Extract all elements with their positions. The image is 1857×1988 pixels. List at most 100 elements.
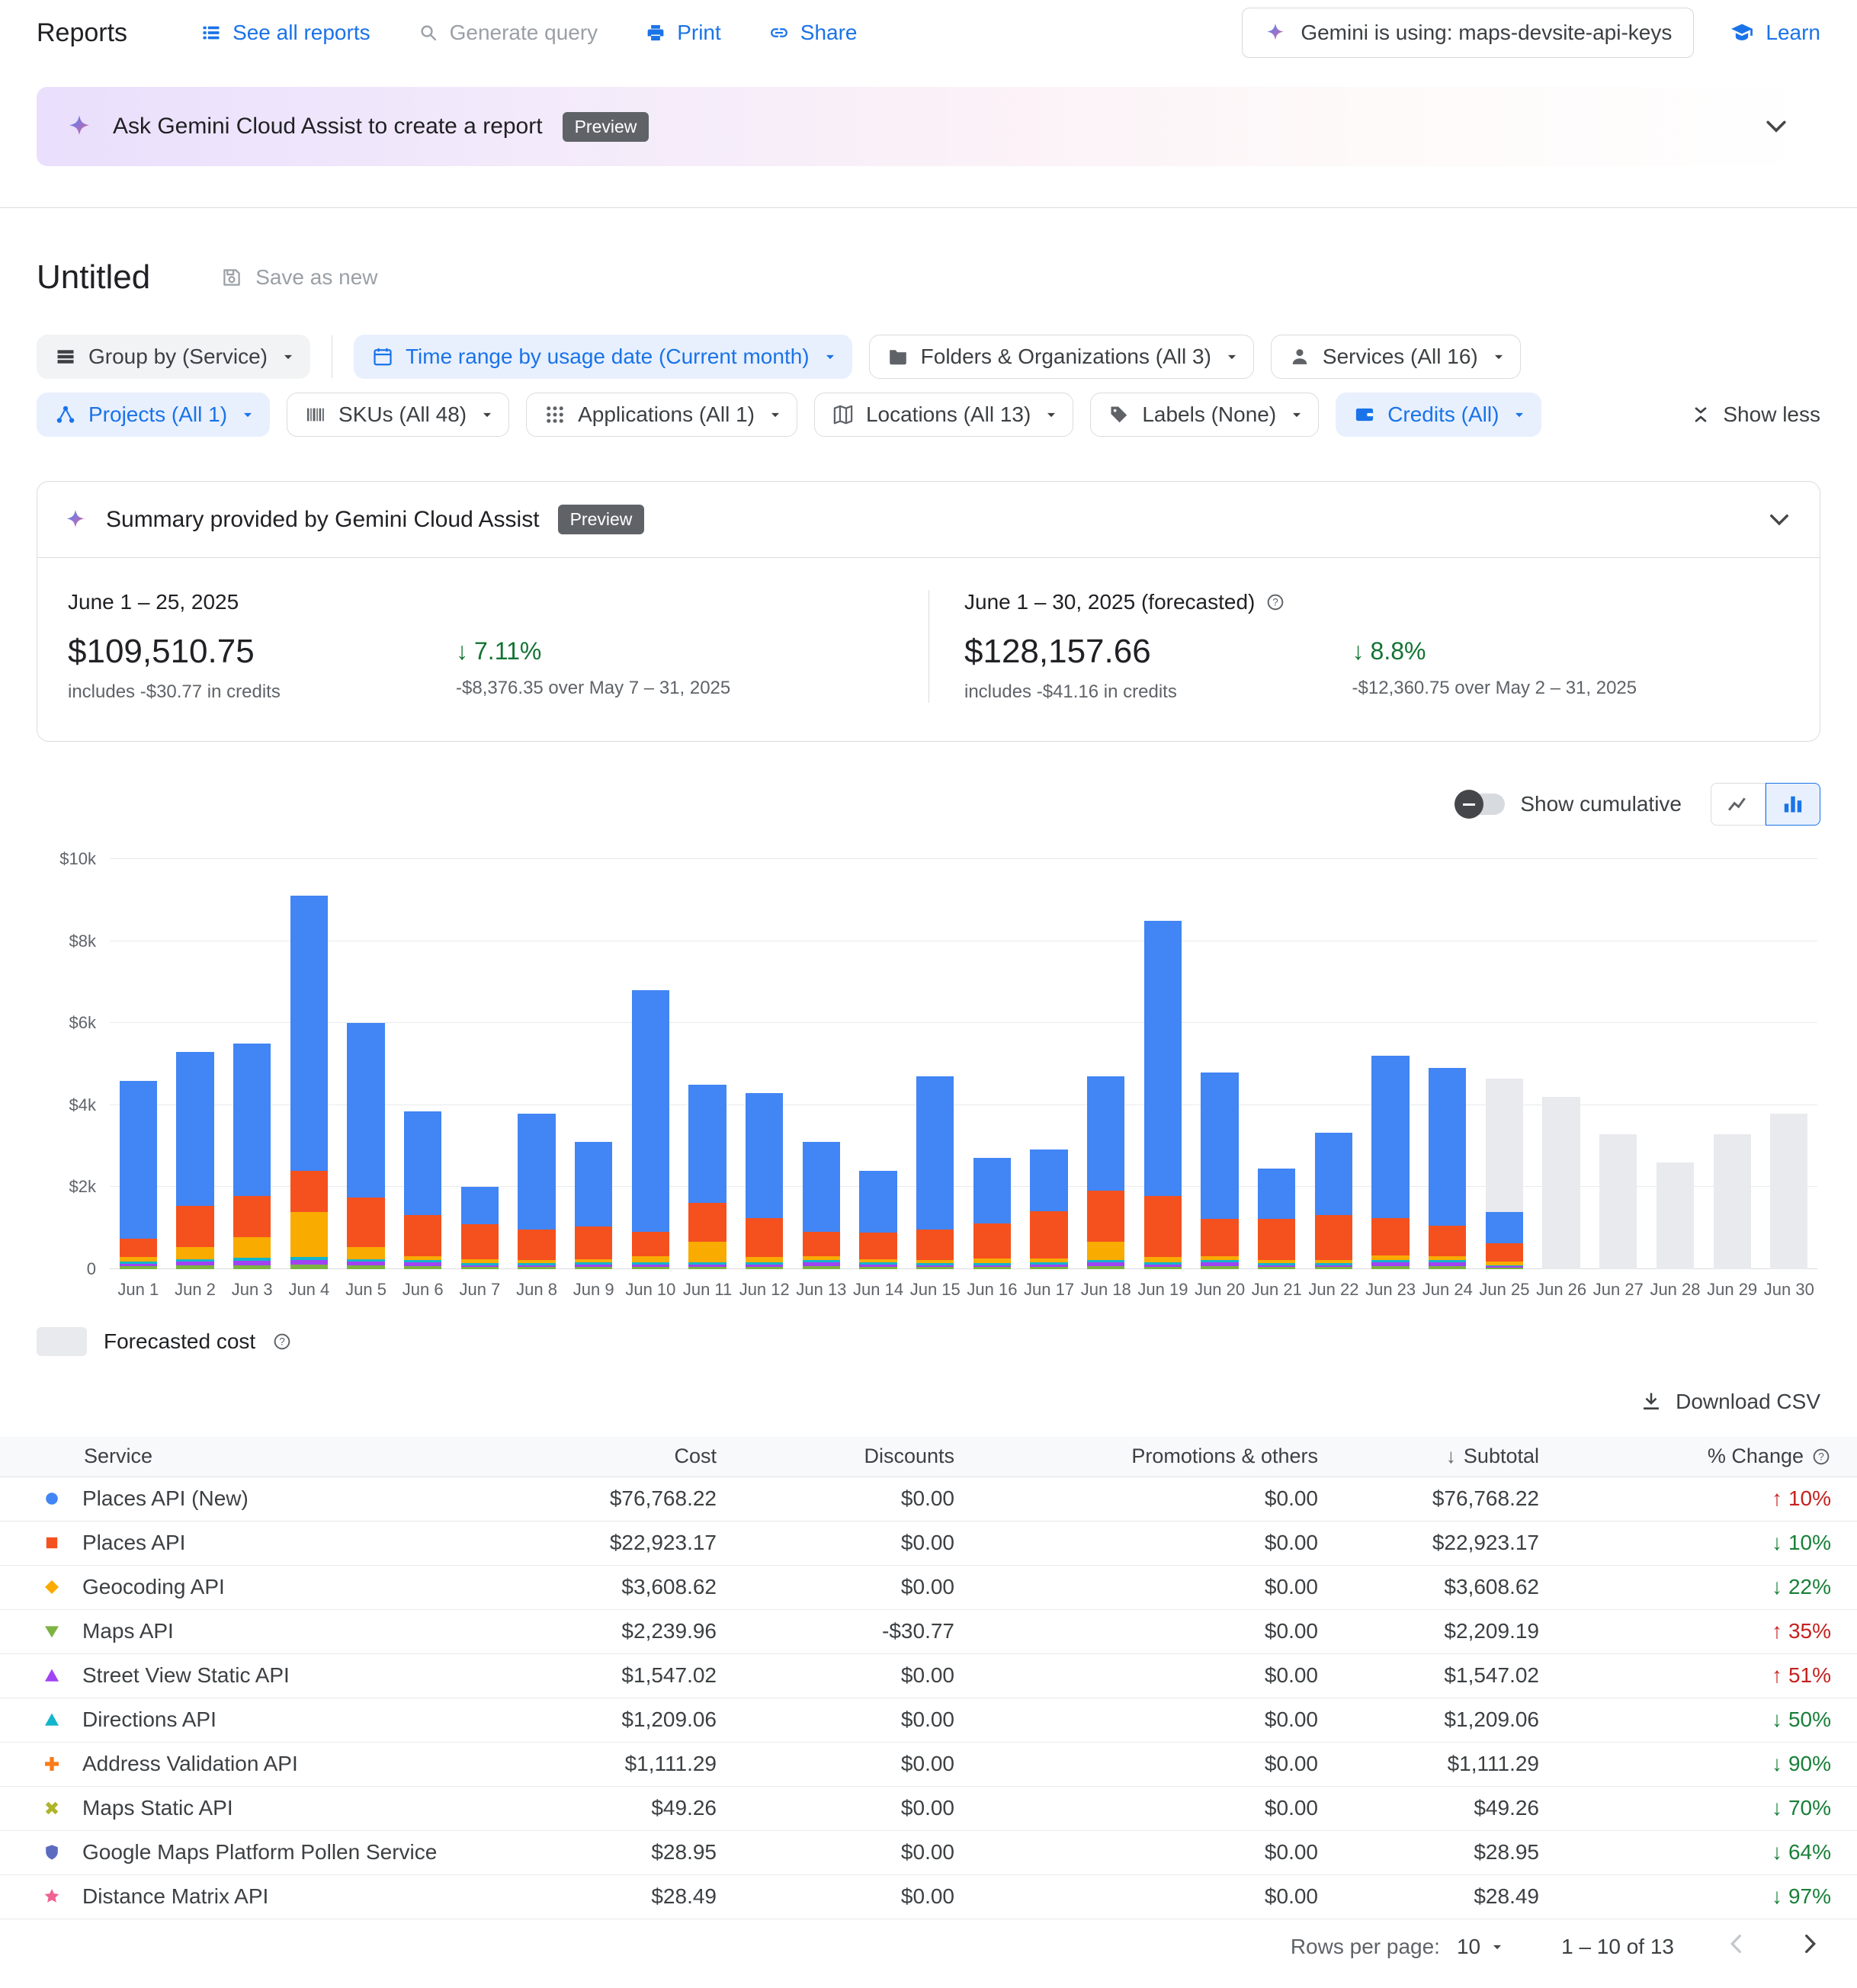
filter-chip-labels-none[interactable]: Labels (None) <box>1090 393 1320 437</box>
chevron-down-icon[interactable] <box>1765 505 1794 534</box>
bar-segment-directions-api <box>802 1260 841 1263</box>
chart-bar-jun-29[interactable] <box>1704 859 1761 1269</box>
help-icon[interactable]: ? <box>272 1332 292 1352</box>
filter-chip-skus-all-48[interactable]: SKUs (All 48) <box>287 393 510 437</box>
series-marker-circle <box>43 1489 61 1508</box>
save-as-new-button[interactable]: Save as new <box>220 265 378 290</box>
chart-bar-jun-25[interactable] <box>1476 859 1533 1269</box>
gemini-status-pill[interactable]: Gemini is using: maps-devsite-api-keys <box>1242 8 1695 58</box>
show-less-button[interactable]: Show less <box>1689 402 1820 427</box>
table-row-distance-matrix-api[interactable]: Distance Matrix API $28.49 $0.00 $0.00 $28.4… <box>0 1874 1857 1919</box>
chart-bar-jun-20[interactable] <box>1191 859 1249 1269</box>
chart-bar-jun-16[interactable] <box>964 859 1021 1269</box>
print-link[interactable]: Print <box>645 21 721 45</box>
help-icon[interactable]: ? <box>1265 592 1285 612</box>
chart-bar-jun-2[interactable] <box>167 859 224 1269</box>
table-row-address-validation-api[interactable]: Address Validation API $1,111.29 $0.00 $0.0… <box>0 1742 1857 1787</box>
bar-segment-places-api <box>1429 1225 1467 1256</box>
chart-bar-jun-11[interactable] <box>679 859 736 1269</box>
chart-bar-jun-6[interactable] <box>394 859 451 1269</box>
folder-icon <box>887 345 909 368</box>
table-row-street-view-static-api[interactable]: Street View Static API $1,547.02 $0.00 $0.0… <box>0 1653 1857 1698</box>
column-header-promotions[interactable]: Promotions & others <box>954 1437 1318 1477</box>
chart-bar-jun-19[interactable] <box>1134 859 1191 1269</box>
x-axis-label: Jun 26 <box>1536 1280 1587 1299</box>
bar-segment-places-api <box>119 1239 157 1258</box>
gemini-banner[interactable]: Ask Gemini Cloud Assist to create a repo… <box>37 87 1820 166</box>
learn-link[interactable]: Learn <box>1729 20 1820 46</box>
chart-bar-jun-23[interactable] <box>1362 859 1419 1269</box>
bar-segment-directions-api <box>460 1263 499 1265</box>
chart-bar-jun-30[interactable] <box>1760 859 1817 1269</box>
table-footer: Rows per page: 10 1 – 10 of 13 <box>0 1919 1857 1974</box>
column-header-service[interactable]: Service <box>0 1437 473 1477</box>
table-row-google-maps-platform-pollen-service[interactable]: Google Maps Platform Pollen Service $28.9… <box>0 1830 1857 1875</box>
toggle-switch-icon[interactable] <box>1454 790 1506 819</box>
see-all-reports-link[interactable]: See all reports <box>200 21 370 45</box>
cost-value: $1,209.06 <box>473 1698 717 1743</box>
table-row-maps-api[interactable]: Maps API $2,239.96 -$30.77 $0.00 $2,209.19 ↑ 3… <box>0 1609 1857 1654</box>
chart-bar-jun-13[interactable] <box>793 859 850 1269</box>
chart-bar-jun-9[interactable] <box>565 859 622 1269</box>
chart-bar-jun-7[interactable] <box>451 859 508 1269</box>
percent-change: ↑ 10% <box>1771 1486 1831 1510</box>
filter-chip-applications-all-1[interactable]: Applications (All 1) <box>526 393 797 437</box>
subtotal-value: $1,111.29 <box>1318 1742 1539 1787</box>
bar-chart-button[interactable] <box>1766 783 1820 826</box>
chart-bar-jun-14[interactable] <box>850 859 907 1269</box>
summary-current-delta-note: -$8,376.35 over May 7 – 31, 2025 <box>456 678 731 698</box>
chart-bar-jun-3[interactable] <box>223 859 281 1269</box>
chart-bar-jun-1[interactable] <box>110 859 167 1269</box>
filter-chip-group-by-service[interactable]: Group by (Service) <box>37 335 310 379</box>
chart-bar-jun-22[interactable] <box>1305 859 1362 1269</box>
filter-chip-folders-organizations-all-3[interactable]: Folders & Organizations (All 3) <box>868 335 1254 379</box>
filter-chip-time-range-by-usage-date-current-month[interactable]: Time range by usage date (Current month) <box>353 335 852 379</box>
chart-bar-jun-28[interactable] <box>1647 859 1704 1269</box>
bar-segment-street-view-static-api <box>233 1261 271 1265</box>
column-header-percent-change[interactable]: % Change ? <box>1539 1437 1857 1477</box>
bar-segment-directions-api <box>746 1262 784 1265</box>
chart-bar-jun-15[interactable] <box>906 859 964 1269</box>
chart-bar-jun-8[interactable] <box>508 859 566 1269</box>
chart-bar-jun-17[interactable] <box>1021 859 1078 1269</box>
column-header-cost[interactable]: Cost <box>473 1437 717 1477</box>
chart-bar-jun-24[interactable] <box>1419 859 1476 1269</box>
share-label: Share <box>800 21 858 44</box>
chart-bar-jun-26[interactable] <box>1533 859 1590 1269</box>
table-row-directions-api[interactable]: Directions API $1,209.06 $0.00 $0.00 $1,209.… <box>0 1698 1857 1743</box>
filter-chip-services-all-16[interactable]: Services (All 16) <box>1270 335 1521 379</box>
chart-bar-jun-10[interactable] <box>622 859 679 1269</box>
share-link[interactable]: Share <box>768 21 858 45</box>
column-header-subtotal[interactable]: ↓ Subtotal <box>1318 1437 1539 1477</box>
bar-segment-places-api-new <box>973 1158 1012 1224</box>
line-chart-button[interactable] <box>1711 783 1766 826</box>
page-title: Reports <box>37 18 128 47</box>
download-csv-button[interactable]: Download CSV <box>1639 1390 1820 1414</box>
rows-per-page-select[interactable]: 10 <box>1457 1935 1506 1959</box>
chart-bar-jun-4[interactable] <box>281 859 338 1269</box>
table-row-places-api-new[interactable]: Places API (New) $76,768.22 $0.00 $0.00 $76,… <box>0 1477 1857 1521</box>
x-axis-label: Jun 11 <box>682 1280 733 1299</box>
table-row-places-api[interactable]: Places API $22,923.17 $0.00 $0.00 $22,923.17… <box>0 1521 1857 1566</box>
bar-segment-directions-api <box>1143 1262 1182 1265</box>
table-row-maps-static-api[interactable]: Maps Static API $49.26 $0.00 $0.00 $49.26 ↓ 70… <box>0 1786 1857 1831</box>
bar-segment-places-api <box>1485 1243 1524 1262</box>
chart-bar-jun-21[interactable] <box>1248 859 1305 1269</box>
chart-bar-jun-18[interactable] <box>1077 859 1134 1269</box>
chart-bar-jun-27[interactable] <box>1589 859 1647 1269</box>
chart-bar-jun-12[interactable] <box>736 859 793 1269</box>
filter-chip-projects-all-1[interactable]: Projects (All 1) <box>37 393 271 437</box>
column-header-discounts[interactable]: Discounts <box>717 1437 954 1477</box>
help-icon[interactable]: ? <box>1811 1447 1831 1467</box>
next-page-button[interactable] <box>1796 1930 1823 1963</box>
chevron-down-icon[interactable] <box>1761 111 1791 142</box>
drop-arrow-icon <box>821 348 839 366</box>
chart-bar-jun-5[interactable] <box>338 859 395 1269</box>
y-axis-label: 0 <box>86 1259 96 1278</box>
table-row-geocoding-api[interactable]: Geocoding API $3,608.62 $0.00 $0.00 $3,608.6… <box>0 1565 1857 1610</box>
bar-segment-places-api-new <box>347 1023 385 1198</box>
bar-segment-directions-api <box>119 1261 157 1264</box>
show-cumulative-toggle[interactable]: Show cumulative <box>1454 790 1682 819</box>
filter-chip-locations-all-13[interactable]: Locations (All 13) <box>813 393 1074 437</box>
filter-chip-credits-all[interactable]: Credits (All) <box>1336 393 1542 437</box>
